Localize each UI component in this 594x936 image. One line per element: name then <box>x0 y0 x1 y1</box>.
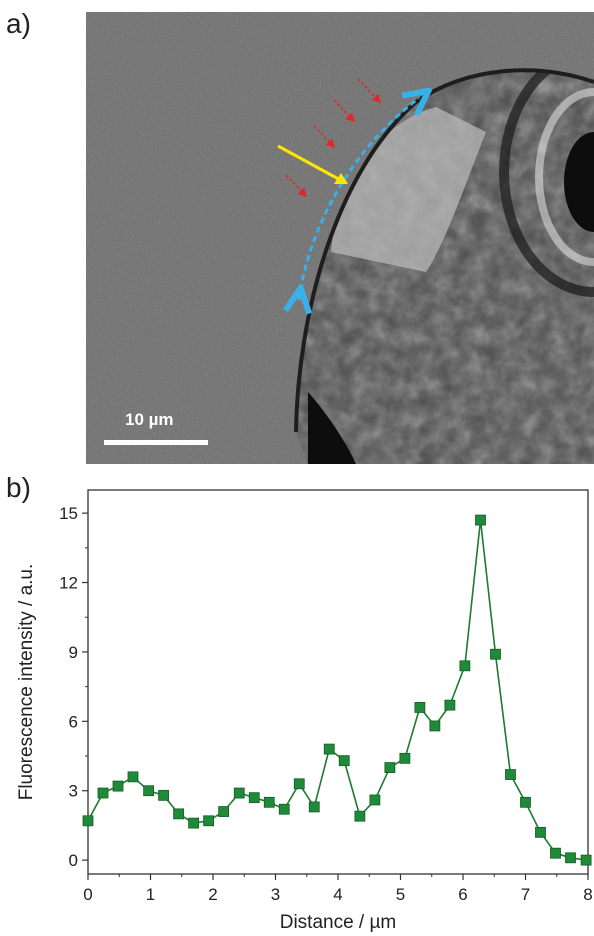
data-point <box>475 514 486 526</box>
x-axis-title: Distance / µm <box>280 912 397 933</box>
data-point <box>520 796 531 808</box>
data-point <box>97 787 109 799</box>
data-point <box>173 808 185 820</box>
x-tick-label: 4 <box>333 885 342 904</box>
y-tick-label: 3 <box>69 782 78 801</box>
data-point <box>580 854 592 866</box>
data-point <box>399 752 411 764</box>
y-tick-label: 15 <box>59 504 78 523</box>
data-point <box>384 762 396 773</box>
y-tick-label: 12 <box>59 574 78 593</box>
x-tick-label: 1 <box>146 885 155 904</box>
data-point <box>354 810 366 822</box>
data-point <box>188 817 200 829</box>
panel-b-label: b) <box>6 472 31 503</box>
data-point <box>459 660 471 672</box>
data-point <box>505 769 516 780</box>
x-tick-label: 2 <box>208 885 217 904</box>
y-tick-label: 0 <box>69 851 78 870</box>
data-point <box>278 803 290 815</box>
data-point <box>565 852 576 864</box>
panel-a-label: a) <box>6 8 31 39</box>
data-point <box>369 794 381 806</box>
data-point <box>535 826 546 838</box>
x-tick-label: 3 <box>271 885 280 904</box>
scan-path-arrow <box>299 98 419 300</box>
data-point <box>490 648 501 660</box>
y-axis-title: Fluorescence intensity / a.u. <box>16 564 37 801</box>
x-tick-label: 0 <box>83 885 92 904</box>
x-tick-label: 6 <box>458 885 467 904</box>
pointer-arrow <box>277 144 345 184</box>
scale-bar-label: 10 µm <box>125 410 174 429</box>
data-point <box>414 702 426 713</box>
data-point <box>323 743 335 755</box>
x-tick-label: 7 <box>521 885 530 904</box>
y-axis-ticks: 0 3 6 9 12 15 <box>59 504 88 870</box>
data-point <box>308 801 320 813</box>
data-point <box>233 787 245 799</box>
data-point <box>293 778 305 790</box>
data-point <box>127 771 139 783</box>
data-point <box>429 720 441 732</box>
data-point <box>263 796 275 808</box>
data-point <box>112 780 124 792</box>
data-point <box>82 815 94 827</box>
x-axis-ticks: 0 1 2 3 4 5 6 7 8 <box>83 874 593 904</box>
red-arrows <box>285 78 382 198</box>
series-line <box>87 519 587 861</box>
data-point <box>248 792 260 804</box>
data-point <box>338 755 350 767</box>
pointer-arrow-head <box>334 173 348 184</box>
intensity-series <box>82 514 592 866</box>
data-point <box>203 815 215 827</box>
y-tick-label: 6 <box>69 712 78 731</box>
x-tick-label: 5 <box>396 885 405 904</box>
plot-frame <box>87 489 589 875</box>
micrograph-image <box>86 12 594 464</box>
data-point <box>550 847 561 859</box>
data-point <box>444 699 456 711</box>
scale-bar <box>104 440 208 445</box>
data-point <box>143 785 155 797</box>
data-point <box>158 789 170 801</box>
x-tick-label: 8 <box>583 885 592 904</box>
data-point <box>218 806 230 817</box>
y-tick-label: 9 <box>69 643 78 662</box>
